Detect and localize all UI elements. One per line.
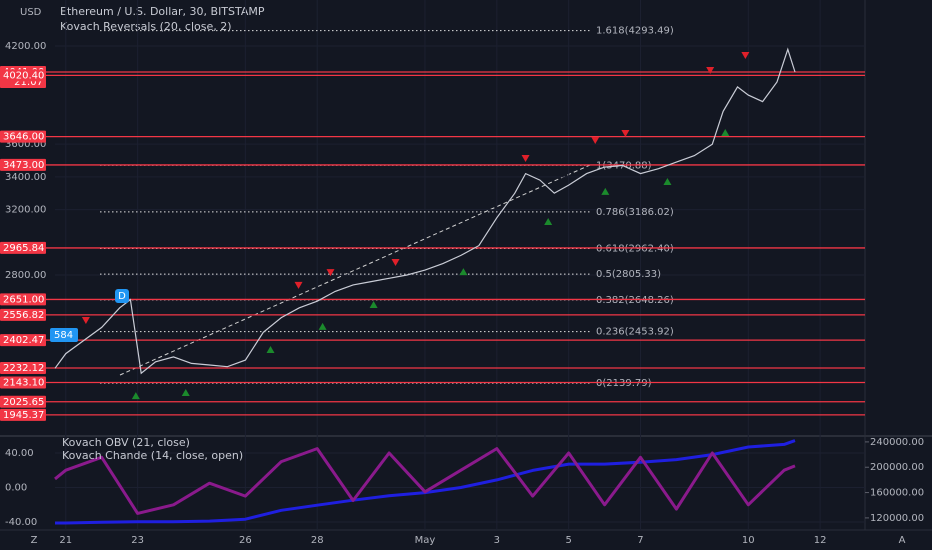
y-tick-label: 0.00 [5, 483, 27, 494]
fib-label: 0.786(3186.02) [596, 207, 674, 218]
marker-label: D [118, 291, 126, 302]
x-tick-label: 7 [637, 535, 643, 546]
fib-label: 0(2139.79) [596, 378, 652, 389]
level-label-box [0, 158, 46, 171]
level-label-box [0, 376, 46, 389]
x-tick-label: 28 [311, 535, 324, 546]
fib-label: 0.5(2805.33) [596, 269, 661, 280]
level-label-box [0, 69, 46, 82]
y2-tick-label: 120000.00 [870, 513, 924, 524]
level-label: 2556.82 [3, 310, 44, 321]
chart-title: Ethereum / U.S. Dollar, 30, BITSTAMP [60, 5, 265, 18]
legend-entry: Kovach Chande (14, close, open) [62, 449, 243, 462]
level-label-box [0, 334, 46, 347]
edge-label: 584 [54, 330, 73, 341]
x-tick-label: 3 [494, 535, 500, 546]
level-label: 2651.00 [3, 294, 44, 305]
x-tick-label: May [415, 535, 436, 546]
x-tick-label: 21 [59, 535, 72, 546]
legend-entry: Kovach OBV (21, close) [62, 436, 190, 449]
y2-tick-label: 160000.00 [870, 488, 924, 499]
buy-signal [181, 389, 190, 397]
y2-tick-label: 240000.00 [870, 437, 924, 448]
level-label-box [0, 408, 46, 421]
level-label-box [0, 308, 46, 321]
level-label: 2025.65 [3, 397, 44, 408]
countdown: 21:07 [14, 77, 43, 88]
sell-signal [591, 137, 600, 145]
sell-signal [294, 281, 303, 289]
fib-label: 1.618(4293.49) [596, 26, 674, 37]
sell-signal [521, 155, 530, 163]
y-tick-label: 3200.00 [5, 205, 46, 216]
level-label: 2143.10 [3, 378, 44, 389]
ui-button[interactable]: A [899, 535, 906, 546]
level-label: 3646.00 [3, 132, 44, 143]
sell-signal [326, 269, 335, 277]
y-tick-label: -40.00 [5, 517, 37, 528]
buy-signal [721, 129, 730, 137]
marker-box [115, 289, 129, 303]
fib-label: 0.618(2962.40) [596, 243, 674, 254]
buy-signal [663, 177, 672, 185]
x-tick-label: 5 [565, 535, 571, 546]
ui-button[interactable]: Z [31, 535, 38, 546]
fib-label: 0.382(2648.26) [596, 295, 674, 306]
buy-signal [266, 345, 275, 353]
y-tick-label: 4200.00 [5, 41, 46, 52]
indicator-name: Kovach Reversals (20, close, 2) [60, 20, 232, 33]
buy-signal [544, 218, 553, 226]
fib-label: 0.236(2453.92) [596, 327, 674, 338]
buy-signal [601, 187, 610, 195]
level-label: 2402.47 [3, 335, 44, 346]
level-label: 3473.00 [3, 160, 44, 171]
buy-signal [459, 268, 468, 276]
indicator-line [54, 447, 796, 515]
x-tick-label: 23 [131, 535, 144, 546]
y-tick-label: 2800.00 [5, 270, 46, 281]
sell-signal [621, 130, 630, 138]
buy-signal [318, 322, 327, 330]
sell-signal [706, 67, 715, 75]
level-label-box [0, 395, 46, 408]
y-tick-label: 3600.00 [5, 139, 46, 150]
y2-tick-label: 200000.00 [870, 462, 924, 473]
y-tick-label: 40.00 [5, 448, 34, 459]
buy-signal [369, 300, 378, 308]
level-label-box [0, 293, 46, 306]
level-label: 2965.84 [3, 243, 44, 254]
buy-signal [131, 392, 140, 400]
sell-signal [81, 317, 90, 325]
currency: USD [20, 7, 42, 18]
level-label: 1945.37 [3, 410, 44, 421]
y-tick-label: 3400.00 [5, 172, 46, 183]
price-line [54, 47, 796, 375]
level-label: 4020.40 [3, 70, 44, 81]
x-tick-label: 26 [239, 535, 252, 546]
sell-signal [391, 258, 400, 266]
edge-label-box [50, 328, 78, 342]
sell-signal [741, 51, 750, 59]
level-label-box [0, 130, 46, 143]
level-label-box [0, 241, 46, 254]
level-label: 2232.12 [3, 363, 44, 374]
level-label-box [0, 361, 46, 374]
x-tick-label: 12 [814, 535, 827, 546]
x-tick-label: 10 [742, 535, 755, 546]
